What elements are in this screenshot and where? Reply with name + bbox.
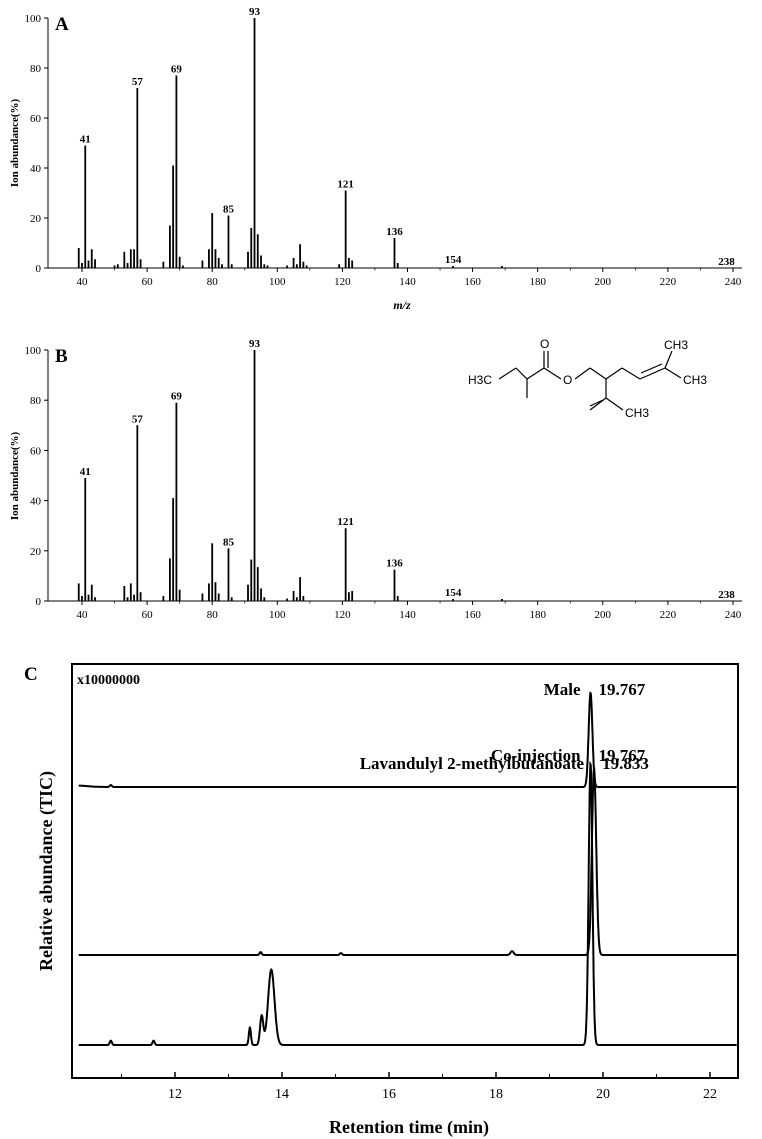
trace-male <box>78 691 737 788</box>
panel-c: C x10000000 12 14 16 18 20 22 Male 19.767 Lavan… <box>24 663 739 1138</box>
b-x-tick-label: 160 <box>464 609 481 621</box>
panel-b-x-ticks: 40 60 80 100 120 140 160 180 200 220 240 <box>77 601 742 621</box>
panel-b-letter: B <box>55 346 68 367</box>
b-y-tick-label: 60 <box>30 445 42 457</box>
a-peak-label: 57 <box>132 76 144 88</box>
a-peak-label: 238 <box>718 256 735 268</box>
trace-standard <box>78 766 737 956</box>
trace-label-standard: Lavandulyl 2-methylbutanoate <box>360 754 585 773</box>
molecule-atom-ch3-bottom: CH3 <box>625 406 649 420</box>
a-y-tick-label: 40 <box>30 163 42 175</box>
b-peak-label: 121 <box>337 516 354 528</box>
a-peak-label: 85 <box>223 204 235 216</box>
panel-c-x-label: Retention time (min) <box>329 1117 489 1138</box>
panel-b-y-label: Ion abundance(%) <box>9 431 21 520</box>
trace-rt-male: 19.767 <box>599 680 646 699</box>
panel-c-frame <box>71 663 739 1079</box>
molecule-atom-h3c: H3C <box>468 373 492 387</box>
a-x-tick-label: 60 <box>142 276 154 288</box>
a-y-tick-label: 0 <box>36 263 42 275</box>
b-peak-label: 57 <box>132 413 144 425</box>
b-y-tick-label: 100 <box>25 345 42 357</box>
a-peak-label: 41 <box>80 134 91 146</box>
a-x-tick-label: 140 <box>399 276 416 288</box>
b-peak-label: 238 <box>718 589 735 601</box>
b-x-tick-label: 100 <box>269 609 286 621</box>
a-x-tick-label: 120 <box>334 276 351 288</box>
a-y-tick-label: 60 <box>30 113 42 125</box>
panel-c-letter: C <box>24 664 38 685</box>
b-x-tick-label: 140 <box>399 609 416 621</box>
a-x-tick-label: 100 <box>269 276 286 288</box>
a-x-tick-label: 200 <box>595 276 612 288</box>
a-peak-label: 121 <box>337 179 354 191</box>
a-peak-label: 69 <box>171 64 183 76</box>
b-y-tick-label: 80 <box>30 395 42 407</box>
trace-label-co-injection: Co-injection <box>491 746 581 765</box>
b-y-tick-label: 40 <box>30 496 42 508</box>
panel-a-letter: A <box>55 14 69 35</box>
c-x-tick-label: 22 <box>703 1087 717 1102</box>
a-x-tick-label: 180 <box>529 276 546 288</box>
b-x-tick-label: 180 <box>529 609 546 621</box>
a-y-tick-label: 80 <box>30 63 42 75</box>
b-x-tick-label: 120 <box>334 609 351 621</box>
panel-c-x-ticks: 12 14 16 18 20 22 <box>121 1072 717 1102</box>
b-y-tick-label: 0 <box>36 596 42 608</box>
molecule-atom-ch3-top: CH3 <box>664 338 688 352</box>
c-x-tick-label: 20 <box>596 1087 610 1102</box>
a-x-tick-label: 240 <box>725 276 742 288</box>
b-x-tick-label: 200 <box>595 609 612 621</box>
panel-a-x-label: m/z <box>393 298 411 312</box>
trace-rt-standard: 19.833 <box>602 754 649 773</box>
a-x-tick-label: 160 <box>464 276 481 288</box>
a-y-tick-label: 100 <box>25 13 42 25</box>
trace-co-injection <box>78 760 737 1046</box>
molecule-atom-ester-o: O <box>563 373 572 387</box>
trace-rt-co-injection: 19.767 <box>599 746 646 765</box>
c-x-tick-label: 14 <box>275 1087 289 1102</box>
panel-a-y-ticks: 0 20 40 60 80 100 <box>25 13 48 275</box>
panel-c-y-label: Relative abundance (TIC) <box>36 771 57 971</box>
a-peak-label: 136 <box>386 226 403 238</box>
a-peak-label: 93 <box>249 6 261 18</box>
panel-b-peak-labels: 41 57 69 85 93 121 136 154 238 <box>80 338 735 601</box>
b-x-tick-label: 60 <box>142 609 154 621</box>
a-peak-label: 154 <box>445 254 462 266</box>
b-peak-label: 41 <box>80 466 91 478</box>
b-x-tick-label: 40 <box>77 609 89 621</box>
panel-a-x-ticks: 40 60 80 100 120 140 160 180 200 220 240 <box>77 268 742 288</box>
b-peak-label: 93 <box>249 338 261 350</box>
panel-a-y-label: Ion abundance(%) <box>9 98 21 187</box>
molecule-structure <box>498 350 682 411</box>
panel-c-traces <box>78 691 737 1046</box>
b-peak-label: 85 <box>223 536 235 548</box>
panel-b-bars <box>77 350 503 601</box>
b-y-tick-label: 20 <box>30 546 42 558</box>
b-peak-label: 69 <box>171 391 183 403</box>
b-peak-label: 136 <box>386 558 403 570</box>
a-x-tick-label: 40 <box>77 276 89 288</box>
b-peak-label: 154 <box>445 587 462 599</box>
a-x-tick-label: 80 <box>207 276 219 288</box>
panel-a-bars <box>77 18 503 268</box>
panel-a-peak-labels: 41 57 69 85 93 121 136 154 238 <box>80 6 735 268</box>
b-x-tick-label: 80 <box>207 609 219 621</box>
molecule-atom-carbonyl-o: O <box>540 337 549 351</box>
panel-a: A 0 20 40 60 80 100 40 60 80 100 120 140 160 180 200 2… <box>9 6 742 312</box>
b-x-tick-label: 220 <box>660 609 677 621</box>
panel-b-y-ticks: 0 20 40 60 80 100 <box>25 345 48 608</box>
panel-c-trace-labels: Male 19.767 Lavandulyl 2-methylbutanoate 19… <box>360 680 649 773</box>
c-x-tick-label: 18 <box>489 1087 503 1102</box>
a-x-tick-label: 220 <box>660 276 677 288</box>
c-x-tick-label: 12 <box>168 1087 182 1102</box>
molecule-atom-ch3-right: CH3 <box>683 373 707 387</box>
a-y-tick-label: 20 <box>30 213 42 225</box>
panel-b: B 0 20 40 60 80 100 40 60 80 100 120 140 160 180 200 2… <box>9 337 742 621</box>
b-x-tick-label: 240 <box>725 609 742 621</box>
c-x-tick-label: 16 <box>382 1087 396 1102</box>
trace-label-male: Male <box>544 680 581 699</box>
panel-c-scale-label: x10000000 <box>77 673 140 688</box>
